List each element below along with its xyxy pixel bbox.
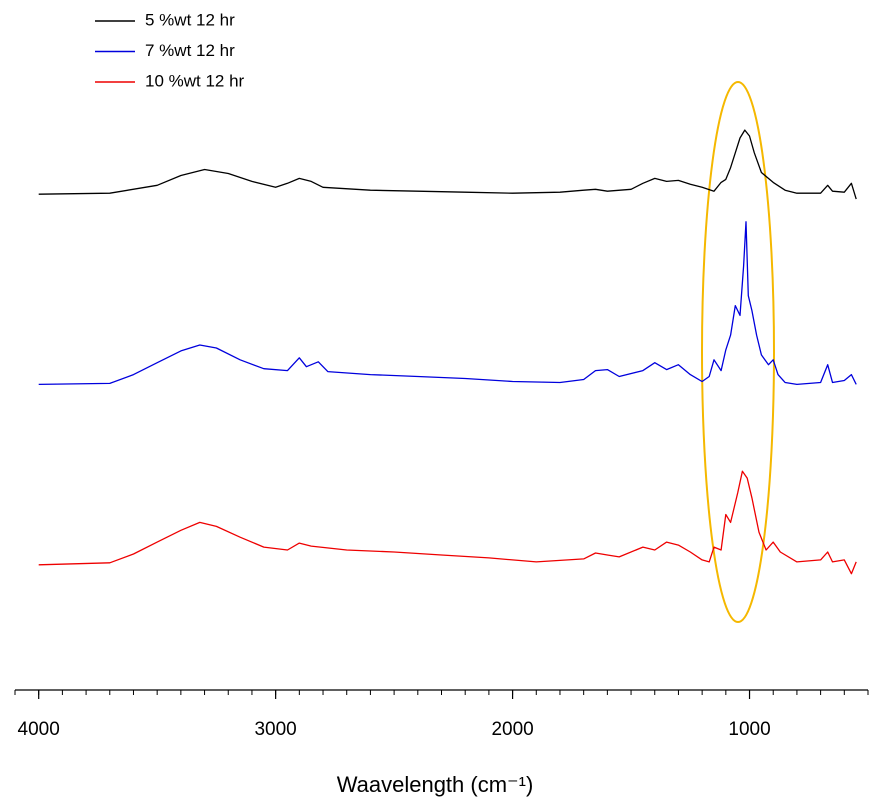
x-tick-label: 2000: [491, 719, 533, 740]
spectrum-line: [38, 470, 857, 575]
legend-label: 7 %wt 12 hr: [145, 41, 235, 60]
spectrum-line: [38, 221, 857, 386]
legend-label: 10 %wt 12 hr: [145, 71, 245, 90]
x-tick-label: 4000: [18, 719, 60, 740]
x-tick-label: 1000: [728, 719, 770, 740]
legend-label: 5 %wt 12 hr: [145, 10, 235, 29]
spectrum-line: [38, 129, 857, 200]
x-tick-label: 3000: [254, 719, 296, 740]
x-axis-label: Waavelength (cm⁻¹): [337, 772, 534, 797]
highlight-ellipse: [701, 81, 775, 623]
